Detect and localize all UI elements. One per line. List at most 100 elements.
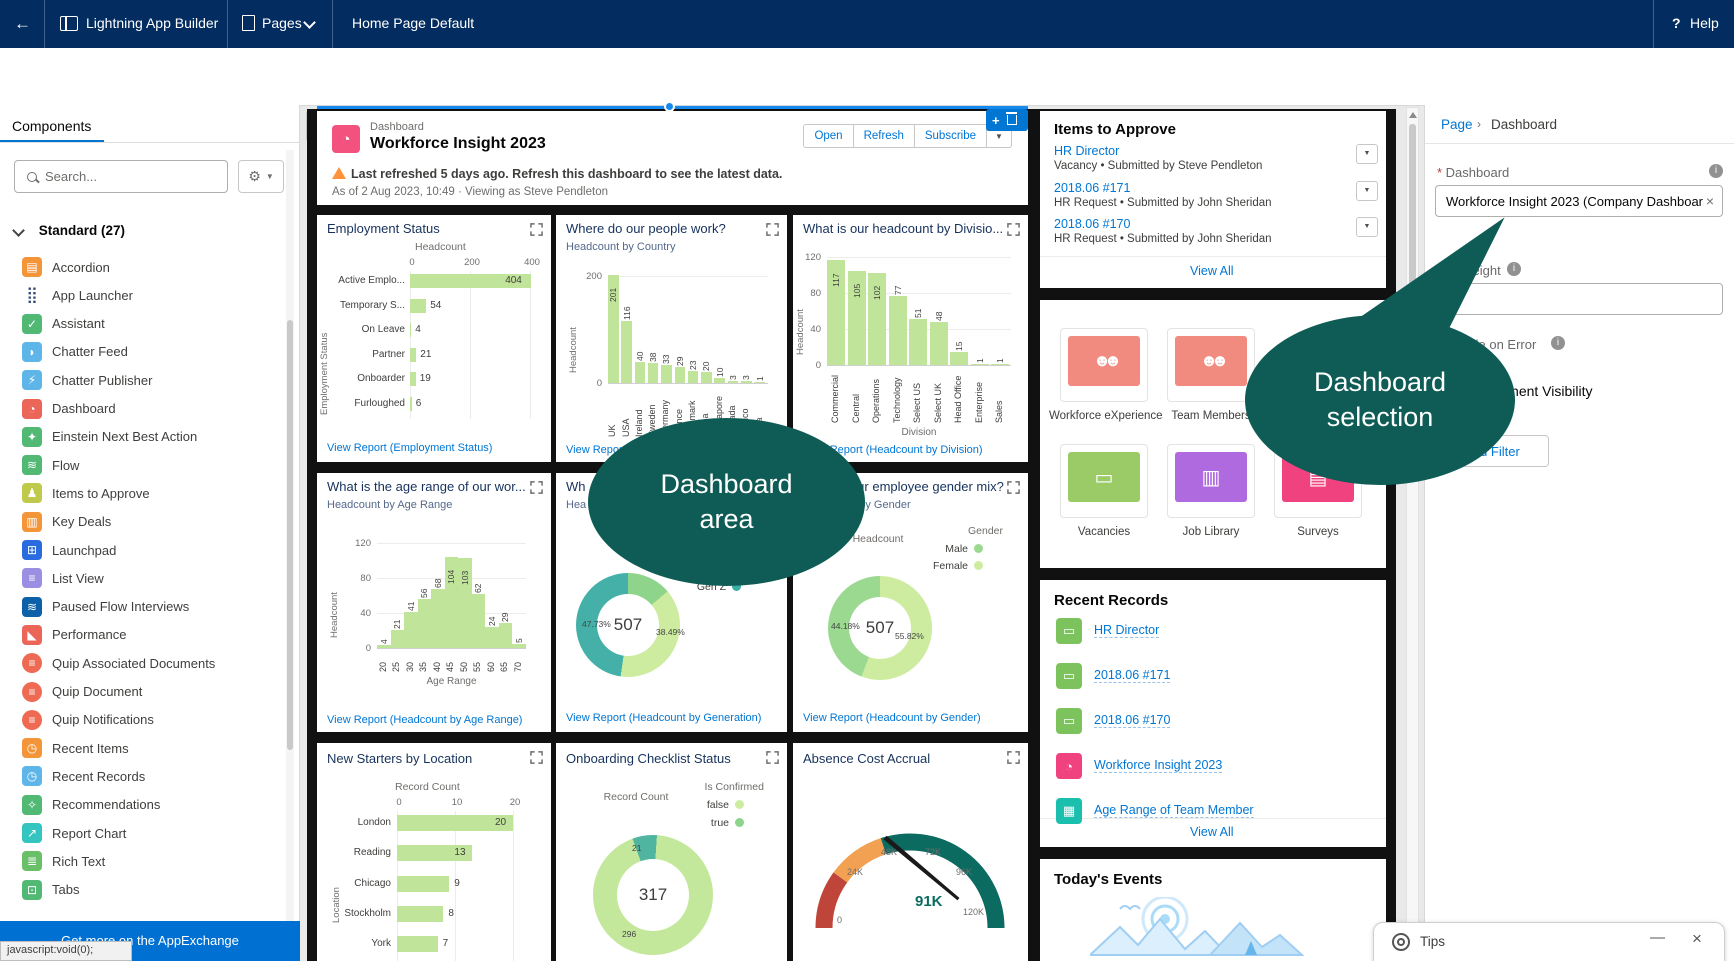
bar — [727, 381, 739, 383]
sidebar-item-recent-records[interactable]: ◷ Recent Records — [0, 762, 284, 790]
sidebar-item-performance[interactable]: ◣ Performance — [0, 621, 284, 649]
bar-value: 19 — [419, 373, 431, 384]
sidebar-item-key-deals[interactable]: ▥ Key Deals — [0, 508, 284, 536]
refresh-button[interactable]: Refresh — [853, 124, 915, 148]
recent-record-link[interactable]: Workforce Insight 2023 — [1094, 758, 1223, 773]
recent-record-link[interactable]: Age Range of Team Member — [1094, 803, 1254, 818]
sidebar-item-assistant[interactable]: ✓ Assistant — [0, 310, 284, 338]
items-view-all[interactable]: View All — [1190, 264, 1234, 278]
approval-item-meta: Vacancy • Submitted by Steve Pendleton — [1054, 160, 1263, 172]
sidebar-item-quip-associated-documents[interactable]: ≡ Quip Associated Documents — [0, 649, 284, 677]
canvas-scrollbar[interactable] — [1406, 107, 1419, 961]
expand-icon[interactable] — [530, 751, 543, 764]
expand-icon[interactable] — [530, 481, 543, 494]
selection-handle[interactable] — [664, 101, 675, 112]
row-actions-dropdown[interactable]: ▼ — [1356, 180, 1378, 201]
sidebar-item-quip-document[interactable]: ≡ Quip Document — [0, 678, 284, 706]
max-height-field[interactable] — [1435, 283, 1723, 315]
gridline — [377, 543, 526, 544]
bar — [397, 845, 473, 862]
sidebar-item-accordion[interactable]: ▤ Accordion — [0, 253, 284, 281]
app-tile-team-members[interactable]: ☻☻ — [1167, 328, 1255, 402]
sidebar-item-chatter-publisher[interactable]: ⚡ Chatter Publisher — [0, 366, 284, 394]
sidebar-item-einstein-next-best-action[interactable]: ✦ Einstein Next Best Action — [0, 423, 284, 451]
breadcrumb-separator: › — [1477, 117, 1481, 131]
sidebar-item-label: Rich Text — [52, 853, 106, 869]
approval-item-link[interactable]: HR Director — [1054, 144, 1120, 158]
move-icon[interactable]: + — [992, 112, 1000, 128]
sidebar-item-items-to-approve[interactable]: ♟ Items to Approve — [0, 479, 284, 507]
sidebar-item-chatter-feed[interactable]: ◗ Chatter Feed — [0, 338, 284, 366]
expand-icon[interactable] — [1007, 223, 1020, 236]
breadcrumb-page[interactable]: Page — [1441, 117, 1473, 132]
sidebar-item-paused-flow-interviews[interactable]: ≋ Paused Flow Interviews — [0, 593, 284, 621]
expand-icon[interactable] — [530, 223, 543, 236]
bar-value: 117 — [831, 273, 841, 287]
minimize-icon[interactable]: — — [1650, 929, 1665, 946]
scroll-up-arrow[interactable] — [1409, 112, 1417, 118]
expand-icon[interactable] — [1007, 481, 1020, 494]
sidebar-item-launchpad[interactable]: ⊞ Launchpad — [0, 536, 284, 564]
help-button[interactable]: Help — [1690, 15, 1719, 31]
sidebar-scrollbar[interactable] — [286, 150, 294, 940]
info-icon[interactable] — [1507, 262, 1521, 276]
recent-record-link[interactable]: HR Director — [1094, 623, 1160, 638]
sidebar-item-quip-notifications[interactable]: ≡ Quip Notifications — [0, 706, 284, 734]
app-tile-job-library[interactable]: ▥ — [1167, 444, 1255, 518]
sidebar-item-recommendations[interactable]: ✧ Recommendations — [0, 791, 284, 819]
clear-icon[interactable]: × — [1705, 193, 1714, 209]
expand-icon[interactable] — [1007, 751, 1020, 764]
y-tick: 0 — [365, 643, 371, 654]
settings-menu-button[interactable]: ⚙ ▼ — [238, 160, 284, 193]
recent-record-link[interactable]: 2018.06 #171 — [1094, 668, 1171, 683]
search-input[interactable]: Search... — [14, 160, 228, 193]
approval-item-link[interactable]: 2018.06 #170 — [1054, 217, 1131, 231]
app-tile-vacancies[interactable]: ▭ — [1060, 444, 1148, 518]
sidebar-item-tabs[interactable]: ⊡ Tabs — [0, 876, 284, 904]
view-report-link[interactable]: View Report (Headcount by Gender) — [803, 712, 981, 724]
sidebar-item-label: Recommendations — [52, 797, 161, 813]
app-tile-workforce-experience[interactable]: ☻☻ — [1060, 328, 1148, 402]
expand-icon[interactable] — [766, 223, 779, 236]
view-report-link[interactable]: View Report (Headcount by Age Range) — [327, 714, 523, 726]
sidebar-item-label: Launchpad — [52, 542, 117, 558]
approval-item-link[interactable]: 2018.06 #171 — [1054, 180, 1131, 195]
x-tick: Operations — [871, 378, 881, 423]
info-icon[interactable] — [1551, 336, 1565, 350]
row-actions-dropdown[interactable]: ▼ — [1356, 217, 1378, 237]
sidebar-item-list-view[interactable]: ≡ List View — [0, 564, 284, 592]
view-report-link[interactable]: View Report (Employment Status) — [327, 442, 493, 454]
sidebar-item-flow[interactable]: ≋ Flow — [0, 451, 284, 479]
sidebar-item-report-chart[interactable]: ↗ Report Chart — [0, 819, 284, 847]
recent-view-all[interactable]: View All — [1190, 825, 1234, 839]
bar — [687, 370, 699, 383]
open-button[interactable]: Open — [803, 124, 854, 148]
sidebar-item-label: Key Deals — [52, 514, 112, 530]
recent-record-link[interactable]: 2018.06 #170 — [1094, 713, 1171, 728]
close-icon[interactable]: × — [1692, 929, 1702, 948]
expand-icon[interactable] — [766, 751, 779, 764]
info-icon[interactable] — [1709, 164, 1723, 178]
sidebar-item-app-launcher[interactable]: ⣿ App Launcher — [0, 281, 284, 309]
pages-menu[interactable]: Pages — [262, 15, 302, 31]
section-standard[interactable]: Standard (27) — [12, 223, 125, 238]
bar — [485, 627, 499, 648]
scrollbar-thumb[interactable] — [1409, 124, 1416, 314]
bar-value: 103 — [459, 570, 470, 585]
view-report-link[interactable]: View Report (Headcount by Generation) — [566, 712, 762, 724]
bar-value: 3 — [727, 375, 738, 381]
dashboard-field[interactable]: Workforce Insight 2023 (Company Dashboar… — [1435, 185, 1723, 217]
sidebar-item-dashboard[interactable]: ◔ Dashboard — [0, 395, 284, 423]
sidebar-item-recent-items[interactable]: ◷ Recent Items — [0, 734, 284, 762]
sidebar-item-rich-text[interactable]: ≣ Rich Text — [0, 847, 284, 875]
subscribe-button[interactable]: Subscribe — [914, 124, 987, 148]
view-report-link[interactable]: View Report (Headcount by Division) — [803, 444, 983, 456]
dashboard-header: ◔ Dashboard Workforce Insight 2023 Last … — [317, 111, 1028, 205]
back-button[interactable]: ← — [14, 14, 31, 33]
row-actions-dropdown[interactable]: ▼ — [1356, 144, 1378, 164]
dashboard-icon: ◔ — [332, 125, 360, 153]
legend-item: Male — [923, 543, 983, 555]
tab-components[interactable]: Components — [12, 118, 92, 134]
trash-icon[interactable] — [1005, 112, 1017, 125]
einstein-next-best-action-icon: ✦ — [22, 426, 42, 447]
